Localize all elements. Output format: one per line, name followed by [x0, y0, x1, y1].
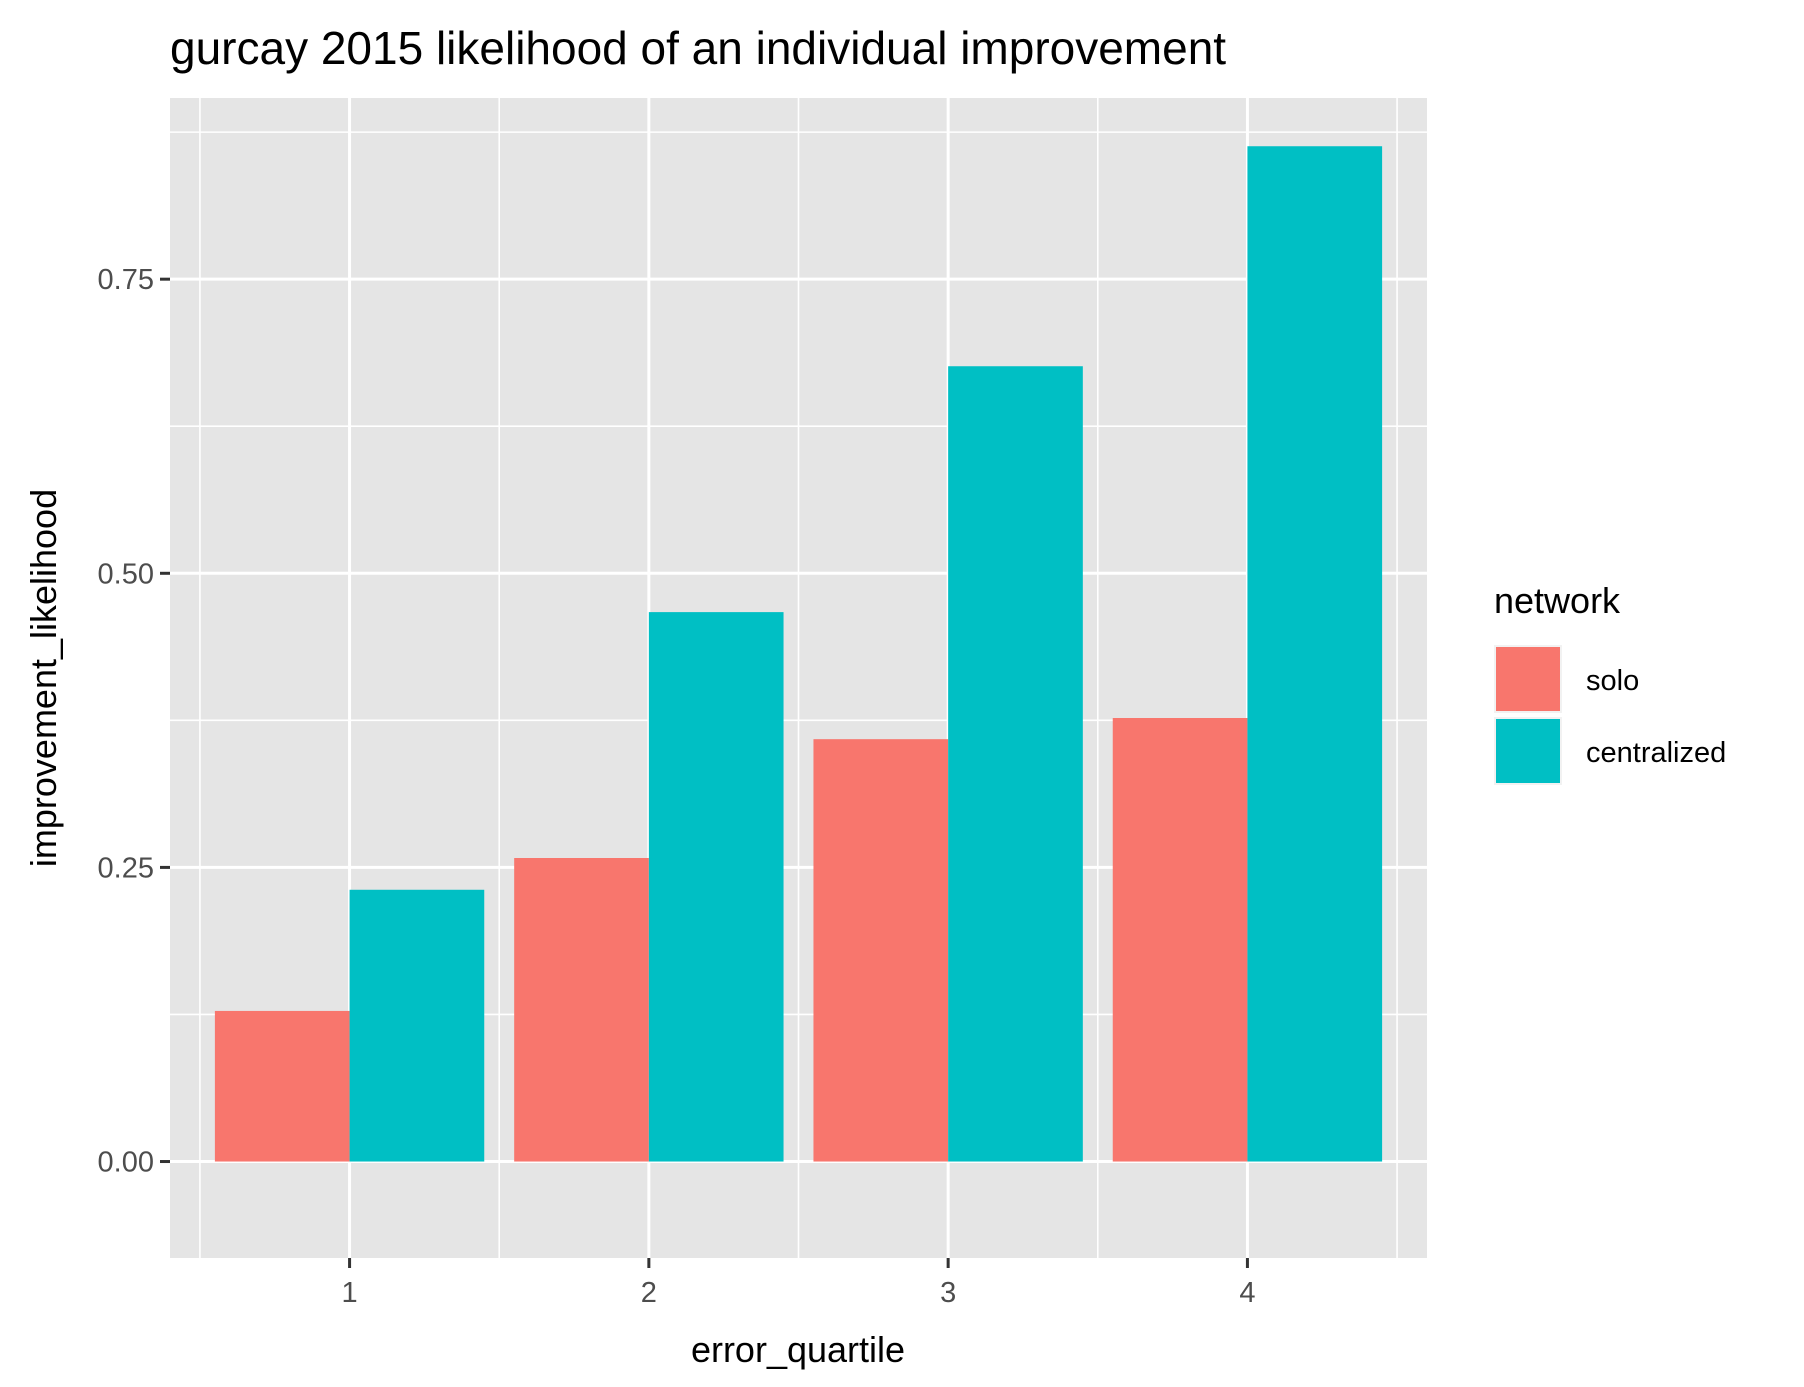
- y-tick-label: 0.25: [98, 852, 154, 884]
- bar-centralized-3: [948, 366, 1083, 1162]
- bar-centralized-1: [349, 889, 485, 1162]
- y-axis: 0.00 0.25 0.50 0.75: [98, 264, 170, 1179]
- y-tick-label: 0.75: [98, 264, 154, 296]
- legend-keys: solo centralized: [1494, 645, 1726, 785]
- x-tick-label: 4: [1239, 1277, 1255, 1309]
- bar-centralized-4: [1247, 146, 1383, 1162]
- y-tick-label: 0.50: [98, 558, 154, 590]
- bar-solo-4: [1112, 718, 1248, 1162]
- x-axis-title: error_quartile: [691, 1329, 905, 1370]
- y-axis-title: improvement_likelihood: [23, 489, 64, 867]
- legend-label-centralized: centralized: [1586, 737, 1726, 769]
- chart-title: gurcay 2015 likelihood of an individual …: [170, 22, 1226, 74]
- x-tick-label: 3: [940, 1277, 956, 1309]
- bars: [214, 146, 1383, 1162]
- bar-solo-3: [813, 739, 949, 1162]
- x-axis: 1 2 3 4: [342, 1258, 1255, 1309]
- legend: network solo centralized: [1494, 580, 1726, 785]
- bar-centralized-2: [648, 612, 784, 1162]
- bar-solo-1: [214, 1010, 350, 1162]
- legend-title: network: [1494, 580, 1621, 621]
- x-tick-label: 2: [641, 1277, 657, 1309]
- legend-swatch-centralized: [1496, 719, 1560, 783]
- y-tick-label: 0.00: [98, 1147, 154, 1179]
- legend-label-solo: solo: [1586, 665, 1639, 697]
- legend-swatch-solo: [1496, 647, 1560, 711]
- x-tick-label: 1: [342, 1277, 358, 1309]
- bar-solo-2: [514, 858, 649, 1162]
